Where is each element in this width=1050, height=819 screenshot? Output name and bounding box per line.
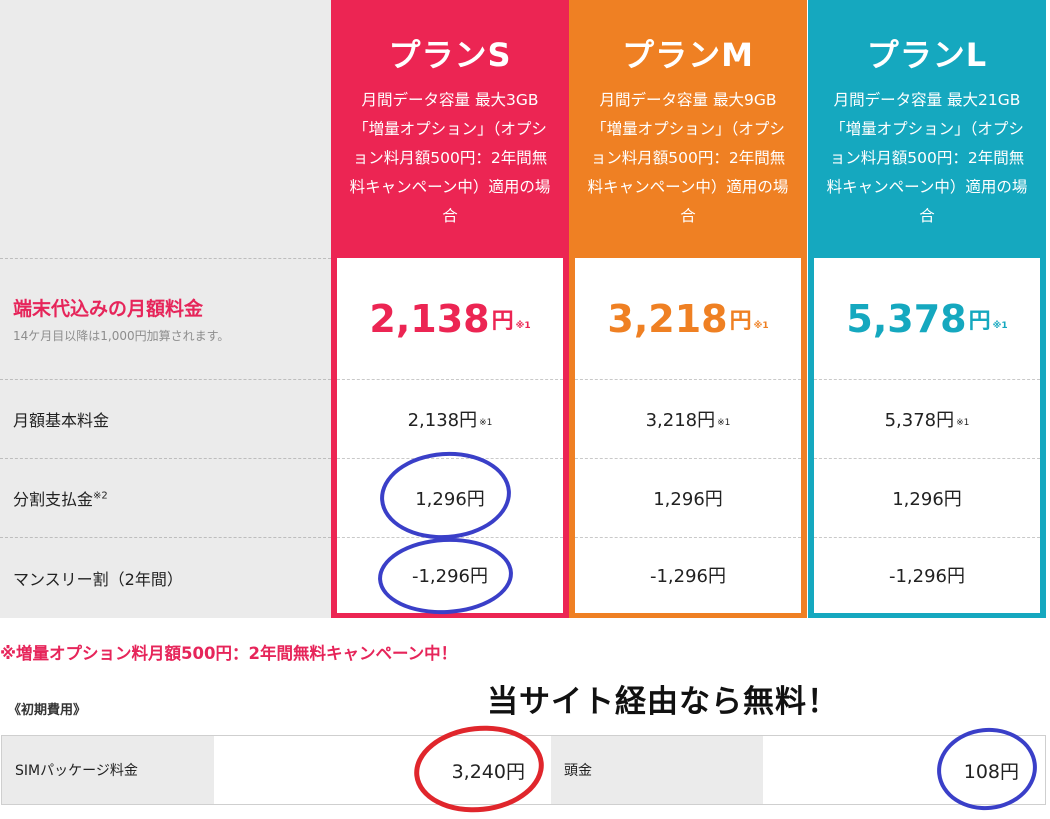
basic-fee-value: 3,218円 ※1 [645, 409, 731, 431]
featured-title: 端末代込みの月額料金 [13, 297, 204, 320]
sim-package-value: 3,240円 [451, 760, 525, 783]
basic-fee-label: 月額基本料金 [13, 410, 110, 430]
plan-name: プランM [622, 36, 754, 74]
campaign-note: ※増量オプション料月額500円：2年間無料キャンペーン中！ [0, 644, 458, 663]
divider [814, 537, 1040, 538]
divider [814, 458, 1040, 459]
featured-price: 2,138 円 ※1 [369, 296, 531, 341]
divider [0, 379, 331, 380]
plan-column-l: プランL 月間データ容量 最大21GB 「増量オプション」（オプシ ョン料月額500… [808, 0, 1046, 618]
divider [814, 379, 1040, 380]
installment-value: 1,296円 [892, 488, 962, 510]
divider [0, 458, 331, 459]
row-label-column: 端末代込みの月額料金 14ケ月目以降は1,000円加算されます。 月額基本料金 … [0, 0, 331, 618]
plan-description: 月間データ容量 最大9GB 「増量オプション」（オプシ ョン料月額500円：2年間無… [587, 91, 789, 225]
promo-text: 当サイト経由なら無料！ [487, 684, 839, 720]
featured-price: 3,218 円 ※1 [607, 296, 769, 341]
plan-body: 2,138 円 ※1 2,138円 ※1 1,296円 -1,296円 [337, 258, 563, 613]
featured-price: 5,378 円 ※1 [846, 296, 1008, 341]
monthly-discount-label: マンスリー割（2年間） [13, 569, 183, 589]
discount-value: -1,296円 [649, 566, 727, 587]
divider [575, 458, 801, 459]
plan-name: プランL [866, 36, 988, 74]
divider [337, 537, 563, 538]
initial-cost-heading: 《初期費用》 [8, 703, 87, 718]
plan-header: プランM 月間データ容量 最大9GB 「増量オプション」（オプシ ョン料月額500円… [569, 0, 807, 258]
divider [575, 537, 801, 538]
basic-fee-value: 2,138円 ※1 [407, 409, 493, 431]
sim-package-label: SIMパッケージ料金 [2, 736, 214, 804]
discount-value: -1,296円 [411, 566, 489, 587]
divider [0, 537, 331, 538]
plan-header: プランL 月間データ容量 最大21GB 「増量オプション」（オプシ ョン料月額500… [808, 0, 1046, 258]
featured-subtitle: 14ケ月目以降は1,000円加算されます。 [13, 328, 230, 343]
installment-value: 1,296円 [653, 488, 723, 510]
initial-fee-table: SIMパッケージ料金 3,240円 頭金 108円 [1, 735, 1046, 805]
plan-description: 月間データ容量 最大3GB 「増量オプション」（オプシ ョン料月額500円：2年間無… [349, 91, 551, 225]
installment-note: ※2 [93, 490, 108, 502]
basic-fee-value: 5,378円 ※1 [884, 409, 970, 431]
divider [0, 258, 331, 259]
plan-column-m: プランM 月間データ容量 最大9GB 「増量オプション」（オプシ ョン料月額500円… [569, 0, 807, 618]
plan-body: 5,378 円 ※1 5,378円 ※1 1,296円 -1,296円 [814, 258, 1040, 613]
installment-label: 分割支払金※2 [13, 489, 108, 509]
featured-row-label: 端末代込みの月額料金 14ケ月目以降は1,000円加算されます。 [0, 258, 331, 379]
installment-value: 1,296円 [415, 488, 485, 510]
down-payment-value: 108円 [963, 760, 1019, 783]
divider [337, 379, 563, 380]
divider [337, 458, 563, 459]
plan-column-s: プランS 月間データ容量 最大3GB 「増量オプション」（オプシ ョン料月額500円… [331, 0, 569, 618]
down-payment-label: 頭金 [551, 736, 763, 804]
plan-header: プランS 月間データ容量 最大3GB 「増量オプション」（オプシ ョン料月額500円… [331, 0, 569, 258]
plan-name: プランS [388, 36, 512, 74]
plan-description: 月間データ容量 最大21GB 「増量オプション」（オプシ ョン料月額500円：2年間… [826, 91, 1028, 225]
plan-body: 3,218 円 ※1 3,218円 ※1 1,296円 -1,296円 [575, 258, 801, 613]
discount-value: -1,296円 [888, 566, 966, 587]
divider [575, 379, 801, 380]
